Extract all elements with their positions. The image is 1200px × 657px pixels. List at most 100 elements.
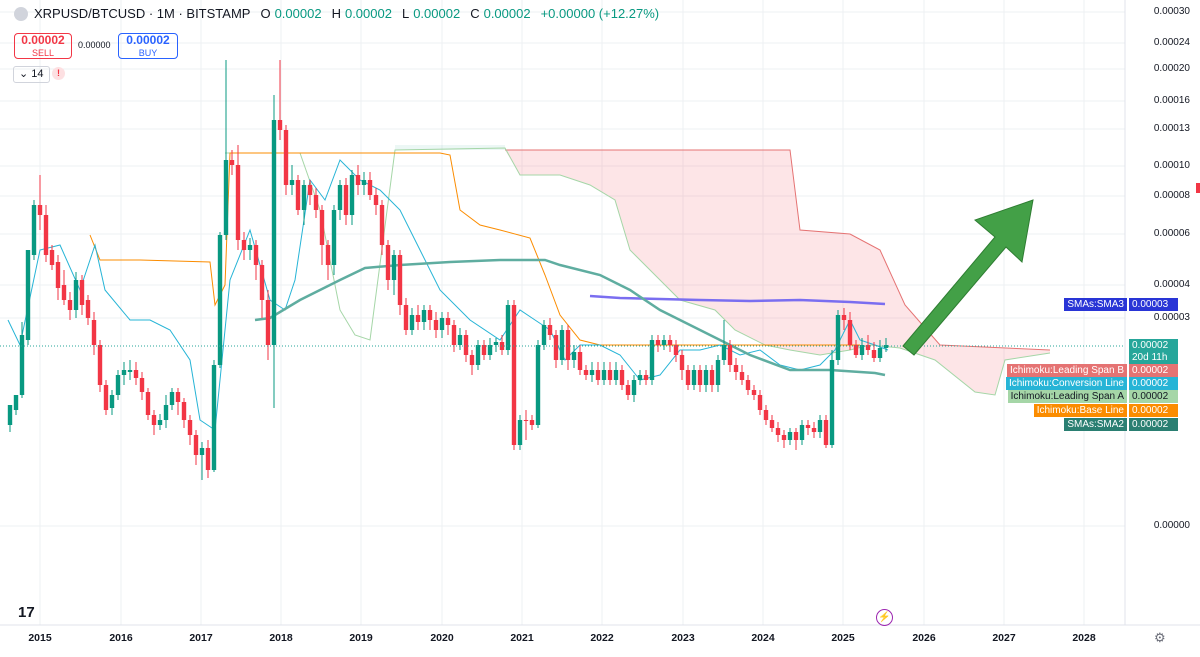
candlestick-series (7, 60, 889, 480)
candle-body (661, 340, 667, 345)
candle-body (811, 428, 817, 432)
candle-body (25, 250, 31, 340)
price-tick: 0.00010 (1153, 160, 1190, 171)
candle-body (73, 280, 79, 310)
indicator-count: 14 (31, 68, 44, 80)
candle-body (517, 420, 523, 445)
sell-button[interactable]: 0.00002 SELL (14, 33, 72, 59)
tradingview-logo[interactable]: 17 (18, 604, 35, 621)
sma3-line (589, 294, 886, 306)
candle-body (187, 420, 193, 435)
legend-conversion-line-name[interactable]: Ichimoku:Conversion Line (1005, 377, 1127, 390)
symbol-title[interactable]: XRPUSD/BTCUSD · 1M · BITSTAMP (34, 6, 251, 21)
candle-body (679, 355, 685, 370)
time-tick: 2021 (510, 632, 534, 644)
time-tick: 2028 (1072, 632, 1096, 644)
candle-body (37, 205, 43, 215)
buy-button[interactable]: 0.00002 BUY (118, 33, 178, 59)
candle-body (535, 345, 541, 425)
price-tick: 0.00003 (1153, 312, 1190, 323)
symbol-icon (14, 6, 28, 21)
candle-body (433, 320, 439, 330)
candle-body (589, 370, 595, 375)
candle-body (391, 255, 397, 280)
candle-body (631, 380, 637, 395)
change-value: +0.00000 (+12.27%) (540, 6, 660, 21)
candle-body (253, 245, 259, 265)
time-tick: 2015 (28, 632, 52, 644)
high-label: H (331, 6, 341, 21)
warning-icon[interactable]: ! (52, 67, 65, 80)
candle-body (625, 385, 631, 395)
candle-body (313, 195, 319, 210)
candle-body (343, 185, 349, 215)
time-tick: 2018 (269, 632, 293, 644)
time-tick: 2020 (430, 632, 454, 644)
candle-body (415, 315, 421, 322)
candle-body (781, 435, 787, 440)
candle-body (745, 380, 751, 390)
candle-body (829, 360, 835, 445)
candle-body (409, 315, 415, 330)
candle-body (871, 350, 877, 358)
price-tick: 0.00013 (1153, 123, 1190, 134)
candle-body (841, 315, 847, 320)
indicators-collapse-button[interactable]: ⌄ 14 (13, 66, 50, 83)
base-line (89, 152, 860, 346)
candle-body (457, 335, 463, 345)
candle-body (529, 420, 535, 425)
candle-body (805, 425, 811, 428)
time-tick: 2016 (109, 632, 133, 644)
candle-body (859, 345, 865, 355)
candle-body (13, 395, 19, 410)
candle-body (283, 130, 289, 185)
candle-body (385, 245, 391, 280)
candle-body (373, 195, 379, 205)
candle-body (799, 425, 805, 440)
candle-body (451, 325, 457, 345)
candle-body (241, 240, 247, 250)
candle-body (193, 435, 199, 455)
candle-body (775, 428, 781, 435)
candle-body (337, 185, 343, 210)
gear-icon[interactable]: ⚙ (1154, 630, 1166, 645)
candle-body (667, 340, 673, 345)
candle-body (85, 300, 91, 318)
candle-body (721, 345, 727, 360)
candle-body (367, 180, 373, 195)
candle-body (349, 175, 355, 215)
candle-body (547, 325, 553, 335)
candle-body (697, 370, 703, 385)
candle-body (265, 300, 271, 345)
candle-body (49, 250, 55, 265)
candle-body (19, 335, 25, 395)
candle-body (739, 372, 745, 380)
legend-sma2-name[interactable]: SMAs:SMA2 (1064, 418, 1127, 431)
last-price-value: 0.00002 (1129, 339, 1178, 352)
candle-body (751, 390, 757, 395)
price-tick: 0.00004 (1153, 279, 1190, 290)
candle-body (463, 335, 469, 355)
candle-body (595, 370, 601, 380)
candle-body (571, 352, 577, 360)
legend-leading-span-b-value: 0.00002 (1129, 364, 1178, 377)
legend-leading-span-b-name[interactable]: Ichimoku:Leading Span B (1007, 364, 1127, 377)
legend-leading-span-a-name[interactable]: Ichimoku:Leading Span A (1007, 390, 1127, 403)
price-tick: 0.00006 (1153, 228, 1190, 239)
candle-body (685, 370, 691, 385)
candle-body (769, 420, 775, 428)
time-tick: 2026 (912, 632, 936, 644)
candle-body (643, 375, 649, 380)
legend-sma3-name[interactable]: SMAs:SMA3 (1064, 298, 1127, 311)
legend-base-line-name[interactable]: Ichimoku:Base Line (1033, 404, 1127, 417)
lightning-icon[interactable]: ⚡ (876, 609, 893, 626)
leading-span-b-line (505, 149, 1051, 351)
low-label: L (401, 6, 410, 21)
candle-body (817, 420, 823, 432)
candle-body (217, 235, 223, 365)
candle-body (553, 335, 559, 360)
candle-body (481, 345, 487, 355)
candle-body (211, 365, 217, 470)
legend-sma3-value: 0.00003 (1129, 298, 1178, 311)
